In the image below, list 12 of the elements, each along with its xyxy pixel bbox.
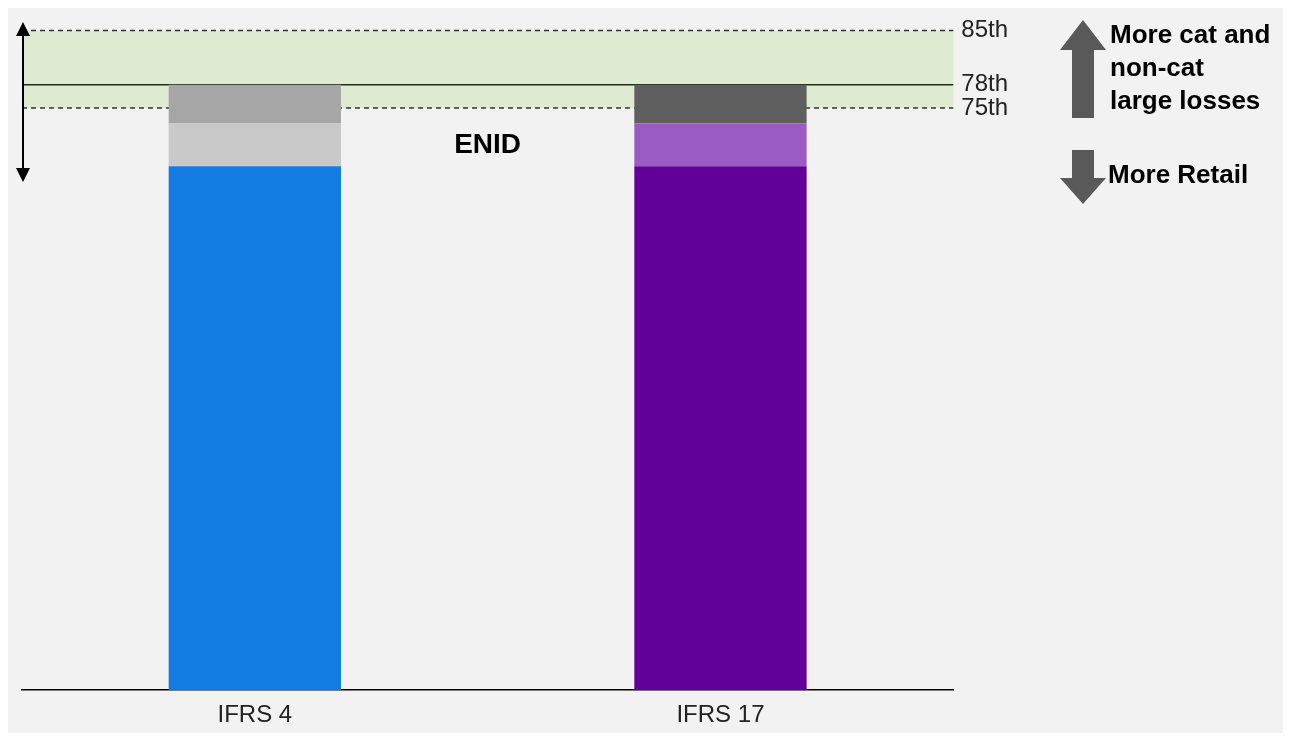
bar	[168, 123, 341, 167]
bar	[634, 166, 807, 691]
bar	[168, 166, 341, 691]
x-tick-label: IFRS 4	[217, 700, 293, 728]
x-tick-label: IFRS 17	[676, 700, 765, 728]
text: More Retail	[1108, 158, 1249, 191]
bar	[634, 123, 807, 167]
annotation: ENID	[454, 127, 522, 159]
text: More cat and non-cat large losses	[1110, 18, 1272, 117]
bar	[168, 84, 341, 124]
y-tick-label: 85th	[961, 15, 1009, 43]
bar	[634, 84, 807, 124]
